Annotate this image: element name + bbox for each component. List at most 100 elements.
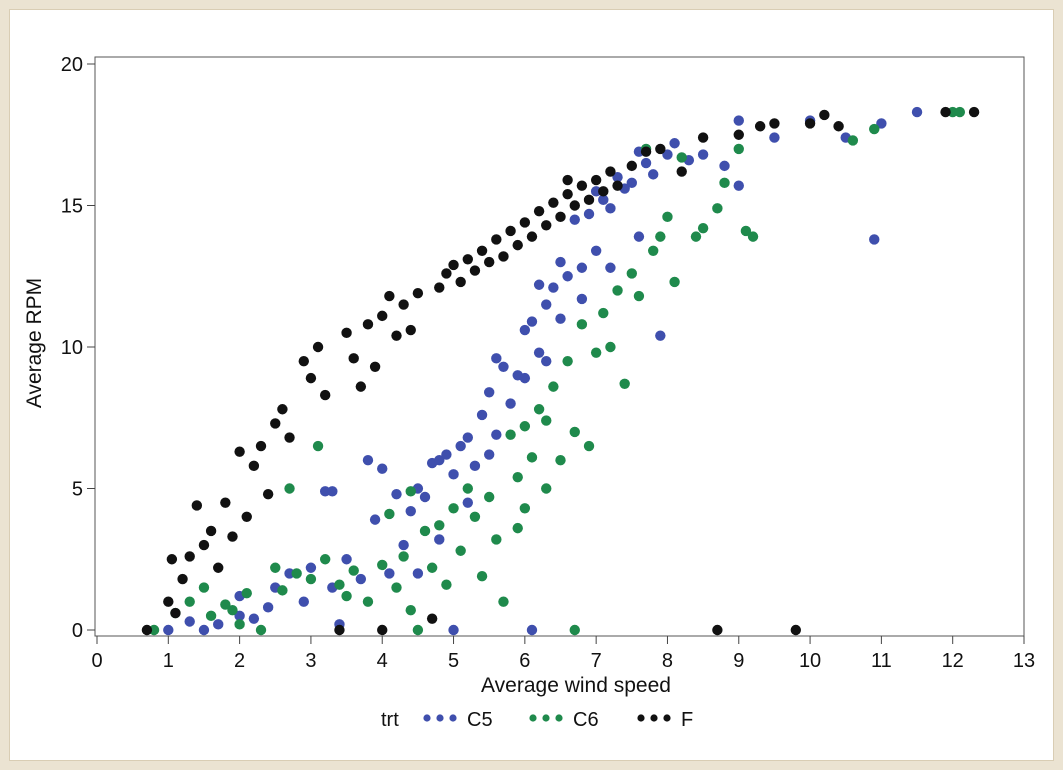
data-point-C6: [541, 483, 552, 494]
legend-entry-C6: C6: [529, 709, 599, 731]
data-point-C6: [712, 203, 723, 214]
data-point-C6: [719, 177, 730, 189]
data-point-C6: [462, 483, 473, 494]
data-point-C6: [277, 585, 288, 596]
data-point-F: [213, 562, 224, 573]
data-point-C6: [569, 624, 580, 636]
data-point-F: [369, 361, 381, 373]
data-point-C6: [576, 319, 588, 330]
data-point-C5: [462, 497, 473, 508]
x-tick-label: 13: [1013, 650, 1035, 672]
data-point-F: [255, 440, 267, 452]
legend-marker-F: [650, 714, 658, 722]
data-point-F: [733, 129, 744, 140]
data-point-C6: [434, 520, 445, 531]
data-point-C6: [676, 152, 687, 163]
data-point-C6: [612, 285, 623, 296]
data-point-F: [355, 381, 367, 392]
data-point-C6: [284, 483, 295, 494]
data-point-F: [319, 389, 331, 401]
data-point-C6: [954, 106, 966, 118]
data-point-C6: [469, 511, 481, 522]
data-point-C6: [384, 508, 395, 520]
series-C6: [148, 106, 966, 636]
data-point-C5: [398, 539, 409, 551]
data-point-C6: [476, 571, 488, 582]
data-point-F: [312, 341, 324, 353]
data-point-C6: [348, 565, 359, 576]
data-point-C5: [733, 180, 744, 191]
data-point-C6: [562, 355, 573, 367]
data-point-C6: [512, 471, 523, 483]
data-point-F: [220, 497, 231, 508]
data-point-C5: [526, 316, 538, 327]
data-point-C5: [876, 118, 887, 129]
data-point-C6: [234, 619, 245, 630]
data-point-F: [790, 624, 802, 636]
data-point-F: [640, 146, 652, 157]
data-point-F: [398, 299, 409, 310]
y-tick-label: 20: [61, 54, 83, 76]
data-point-F: [462, 254, 473, 265]
data-point-F: [804, 118, 816, 129]
data-point-C6: [391, 582, 402, 593]
x-tick-label: 11: [871, 650, 892, 672]
x-tick-label: 7: [591, 650, 602, 672]
legend-marker-C5: [449, 714, 457, 722]
data-point-F: [341, 327, 352, 339]
data-point-C6: [512, 522, 523, 534]
data-point-F: [262, 488, 274, 500]
data-point-C5: [327, 486, 338, 497]
x-tick-label: 2: [234, 650, 245, 672]
data-point-C6: [519, 421, 531, 432]
legend-title: trt: [381, 709, 399, 731]
data-point-C6: [227, 604, 238, 616]
data-point-C5: [234, 610, 245, 622]
x-tick-label: 5: [448, 650, 459, 672]
data-point-F: [519, 217, 531, 228]
data-point-C6: [633, 290, 645, 302]
data-point-F: [191, 500, 203, 511]
data-points: [141, 106, 980, 636]
data-point-C5: [298, 596, 309, 607]
data-point-F: [562, 174, 573, 186]
data-point-C5: [362, 455, 374, 466]
data-point-C6: [419, 525, 431, 537]
data-point-C6: [148, 624, 160, 636]
legend-marker-C5: [436, 714, 444, 722]
data-point-F: [819, 109, 830, 121]
data-point-C5: [483, 449, 495, 460]
data-point-C6: [441, 579, 452, 590]
data-point-C6: [648, 245, 659, 256]
data-point-F: [234, 446, 245, 457]
data-point-F: [141, 624, 153, 636]
data-point-F: [198, 539, 210, 551]
data-point-C5: [605, 203, 616, 214]
data-point-F: [384, 290, 395, 302]
data-point-C5: [548, 282, 559, 293]
data-point-C6: [334, 579, 345, 590]
legend-label-C5: C5: [467, 709, 493, 731]
data-point-C5: [412, 568, 424, 579]
data-point-C6: [598, 307, 609, 319]
data-point-C5: [526, 624, 538, 636]
data-point-C5: [319, 486, 331, 497]
data-point-C6: [655, 231, 666, 242]
legend-marker-F: [663, 714, 671, 722]
data-point-C5: [384, 568, 395, 579]
data-point-C5: [519, 324, 531, 336]
x-axis-title: Average wind speed: [481, 674, 671, 697]
data-point-C5: [519, 372, 531, 384]
data-point-C6: [747, 231, 759, 242]
data-point-F: [968, 106, 980, 118]
x-tick-label: 4: [377, 650, 388, 672]
data-point-C6: [270, 562, 281, 573]
data-point-C5: [562, 271, 573, 282]
data-point-F: [569, 200, 580, 211]
data-point-C6: [519, 503, 531, 514]
data-point-C5: [719, 160, 730, 172]
legend-label-F: F: [681, 709, 693, 731]
data-point-C5: [655, 330, 666, 341]
data-point-C6: [740, 225, 752, 237]
data-point-C5: [669, 138, 680, 149]
